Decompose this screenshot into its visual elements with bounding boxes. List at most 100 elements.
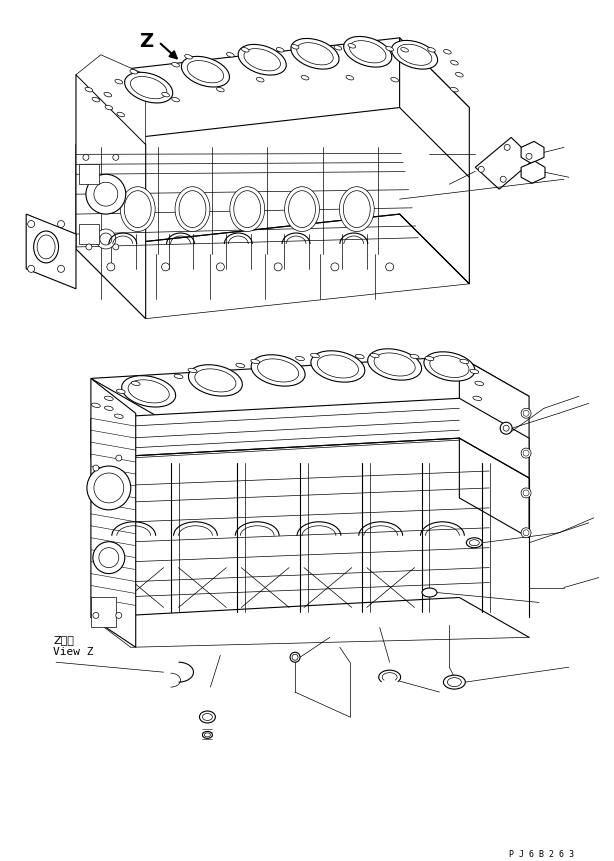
Ellipse shape xyxy=(374,353,415,376)
Circle shape xyxy=(93,542,125,573)
Circle shape xyxy=(83,154,89,160)
Ellipse shape xyxy=(295,356,305,361)
Circle shape xyxy=(94,183,118,206)
Ellipse shape xyxy=(427,47,435,52)
Ellipse shape xyxy=(443,50,451,54)
Ellipse shape xyxy=(291,39,339,69)
Polygon shape xyxy=(76,75,146,319)
Ellipse shape xyxy=(125,72,173,103)
Ellipse shape xyxy=(397,44,432,65)
Ellipse shape xyxy=(451,60,458,65)
Ellipse shape xyxy=(451,87,458,92)
Ellipse shape xyxy=(392,40,438,69)
Ellipse shape xyxy=(174,375,183,379)
Ellipse shape xyxy=(200,711,216,723)
Ellipse shape xyxy=(172,63,179,67)
Ellipse shape xyxy=(317,355,359,378)
Ellipse shape xyxy=(181,56,230,87)
Ellipse shape xyxy=(230,187,265,232)
Ellipse shape xyxy=(124,190,151,227)
Circle shape xyxy=(93,612,99,618)
Polygon shape xyxy=(26,214,76,288)
Polygon shape xyxy=(521,161,545,183)
Polygon shape xyxy=(521,141,544,164)
Ellipse shape xyxy=(179,190,206,227)
Circle shape xyxy=(113,244,119,250)
Ellipse shape xyxy=(289,190,316,227)
Circle shape xyxy=(116,455,122,461)
Ellipse shape xyxy=(131,381,140,386)
Ellipse shape xyxy=(204,733,211,737)
Circle shape xyxy=(113,154,119,160)
Ellipse shape xyxy=(241,47,249,52)
Ellipse shape xyxy=(276,47,284,52)
Polygon shape xyxy=(91,356,529,418)
Ellipse shape xyxy=(356,355,364,359)
Circle shape xyxy=(99,548,119,567)
Ellipse shape xyxy=(334,46,342,50)
Ellipse shape xyxy=(203,732,212,739)
Ellipse shape xyxy=(368,349,422,381)
Circle shape xyxy=(523,411,529,416)
Ellipse shape xyxy=(422,588,437,597)
Ellipse shape xyxy=(470,369,479,374)
Circle shape xyxy=(86,174,126,214)
Ellipse shape xyxy=(466,538,482,548)
Circle shape xyxy=(58,265,64,272)
Ellipse shape xyxy=(386,46,394,51)
Circle shape xyxy=(500,177,506,183)
Circle shape xyxy=(292,654,298,660)
Ellipse shape xyxy=(236,363,245,368)
Ellipse shape xyxy=(344,36,392,67)
Ellipse shape xyxy=(469,540,480,546)
Circle shape xyxy=(478,166,484,172)
Ellipse shape xyxy=(349,40,386,63)
Ellipse shape xyxy=(185,54,192,59)
Polygon shape xyxy=(475,138,534,189)
Ellipse shape xyxy=(120,187,155,232)
Ellipse shape xyxy=(251,355,305,386)
Ellipse shape xyxy=(311,350,365,382)
Ellipse shape xyxy=(37,235,55,259)
Bar xyxy=(79,164,99,184)
Circle shape xyxy=(28,220,34,227)
Ellipse shape xyxy=(251,359,260,363)
Polygon shape xyxy=(91,378,136,647)
Circle shape xyxy=(523,530,529,536)
Circle shape xyxy=(503,425,509,431)
Ellipse shape xyxy=(122,375,176,407)
Circle shape xyxy=(504,145,510,151)
Ellipse shape xyxy=(391,77,398,82)
Ellipse shape xyxy=(85,87,93,92)
Polygon shape xyxy=(91,399,529,478)
Circle shape xyxy=(100,233,112,245)
Ellipse shape xyxy=(343,190,370,227)
Ellipse shape xyxy=(473,396,482,400)
Ellipse shape xyxy=(188,365,243,396)
Ellipse shape xyxy=(172,97,179,102)
Ellipse shape xyxy=(430,356,469,377)
Circle shape xyxy=(216,263,224,271)
Ellipse shape xyxy=(130,70,138,74)
Ellipse shape xyxy=(291,45,299,49)
Ellipse shape xyxy=(475,381,484,386)
Ellipse shape xyxy=(346,76,354,80)
Text: Z　視: Z 視 xyxy=(53,635,74,646)
Ellipse shape xyxy=(161,92,169,96)
Ellipse shape xyxy=(114,414,123,418)
Polygon shape xyxy=(76,108,469,284)
Polygon shape xyxy=(76,38,469,145)
Circle shape xyxy=(523,490,529,496)
Ellipse shape xyxy=(130,77,167,99)
Ellipse shape xyxy=(227,53,234,57)
Circle shape xyxy=(86,244,92,250)
Text: View Z: View Z xyxy=(53,647,93,657)
Circle shape xyxy=(274,263,282,271)
Ellipse shape xyxy=(195,369,236,392)
Ellipse shape xyxy=(187,60,223,83)
Text: P J 6 B 2 6 3: P J 6 B 2 6 3 xyxy=(509,851,574,859)
Circle shape xyxy=(526,153,532,159)
Ellipse shape xyxy=(257,77,264,82)
Ellipse shape xyxy=(456,72,463,77)
Ellipse shape xyxy=(117,389,125,393)
